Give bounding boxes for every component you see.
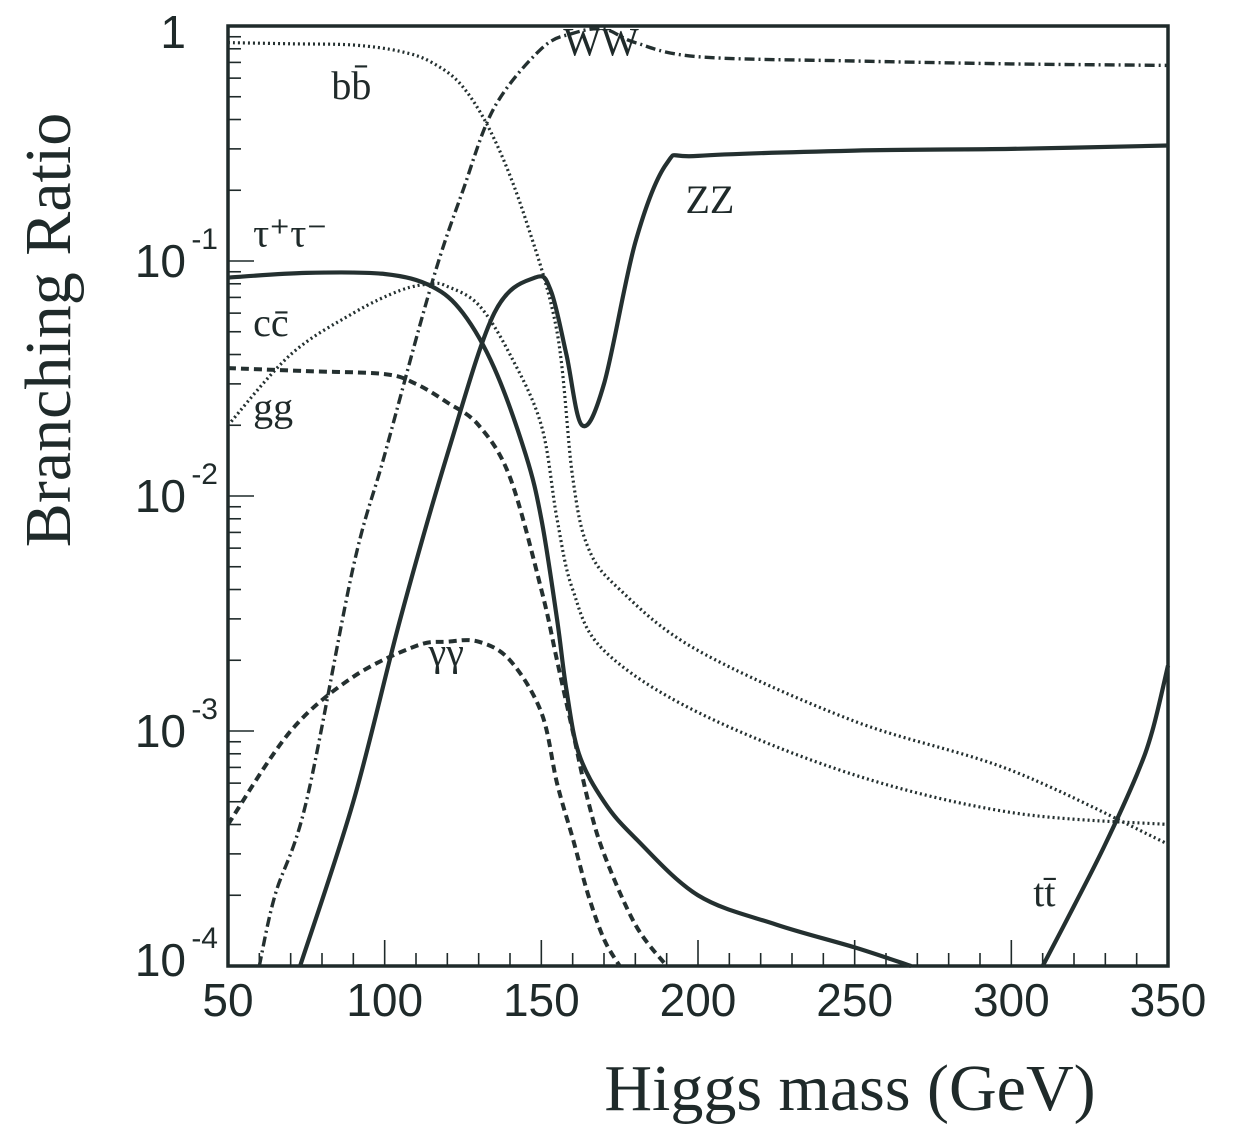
series-line-5 [227,366,669,968]
x-tick-label: 50 [202,974,253,1026]
y-tick-label: 10 [135,470,186,522]
series-label-4: cc̄ [253,300,289,345]
series-line-4 [226,281,1169,827]
y-tick-label: 10 [135,705,186,757]
series-label-7: tt̄ [1033,870,1056,915]
y-tick-label: 10 [135,235,186,287]
y-tick-exponent: -1 [191,223,218,256]
y-tick-label: 1 [160,6,186,58]
series-label-3: τ⁺τ⁻ [253,211,327,256]
series-line-1 [257,26,1169,967]
series-label-0: bb̄ [331,63,371,108]
series-label-5: gg [253,384,293,429]
series-labels: bb̄ WW ZZ τ⁺τ⁻ cc̄ gg γγ tt̄ [253,19,1057,915]
series-line-2 [298,143,1169,967]
y-tick-exponent: -4 [191,922,218,955]
x-tick-label: 300 [973,974,1050,1026]
series-label-2: ZZ [685,177,734,222]
y-tick-label: 10 [135,934,186,986]
y-tick-exponent: -2 [191,458,218,491]
x-tick-label: 200 [660,974,737,1026]
x-tick-label: 150 [503,974,580,1026]
plot-frame [226,24,1170,968]
series-label-6: γγ [428,629,464,674]
series-line-3 [227,270,912,968]
series-curves [226,26,1171,968]
axis-ticks [227,25,1169,967]
y-axis-title: Branching Ratio [12,113,85,547]
y-tick-exponent: -3 [191,693,218,726]
x-tick-label: 350 [1130,974,1207,1026]
x-tick-label: 250 [816,974,893,1026]
series-line-7 [1040,665,1171,967]
series-label-1: WW [563,19,639,64]
x-tick-label: 100 [346,974,423,1026]
x-axis-title: Higgs mass (GeV) [604,1052,1095,1125]
series-line-0 [227,41,1169,846]
series-line-6 [226,638,622,968]
